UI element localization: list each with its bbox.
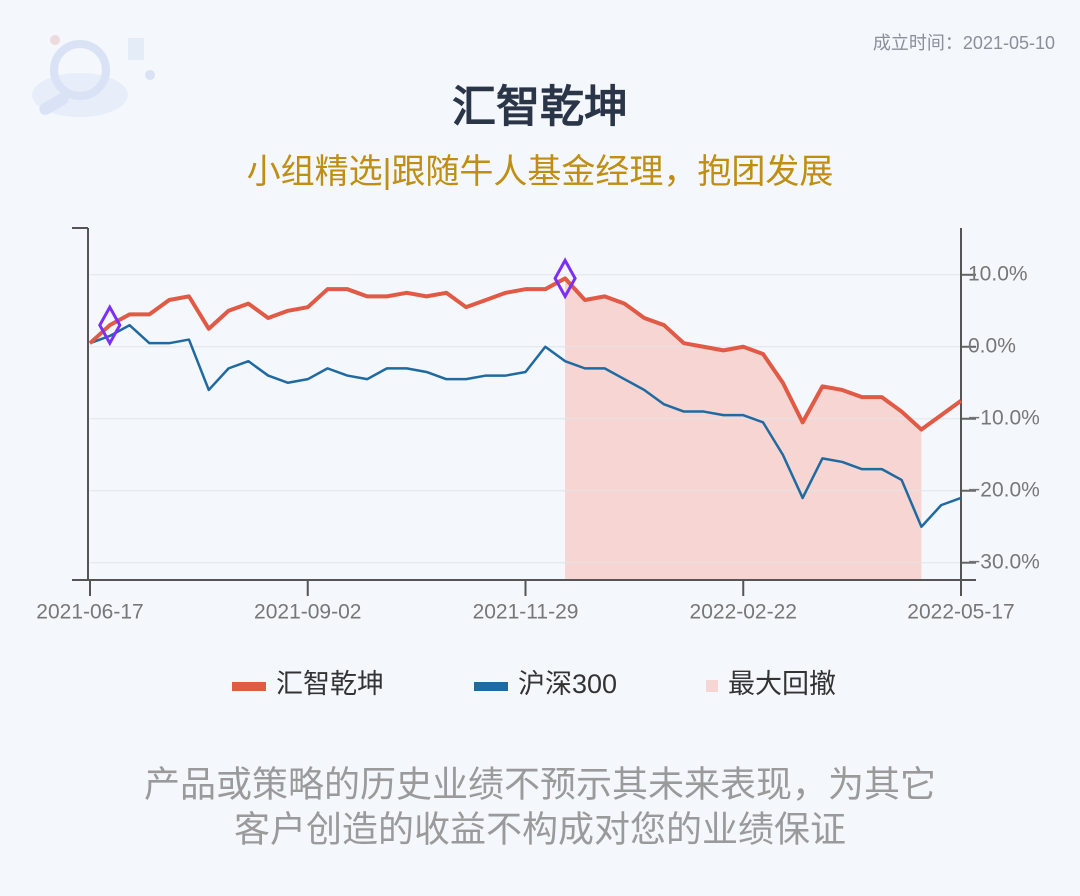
x-tick-label: 2021-06-17 [36, 601, 143, 624]
x-tick-label: 2022-05-17 [907, 601, 1014, 624]
plot: 10.0% 0.0% −10.0% −20.0% −30.0% 2021-06-17 202… [36, 227, 1040, 699]
y-tick-label: 10.0% [968, 262, 1028, 285]
x-tick-label: 2022-02-22 [690, 601, 797, 624]
diamond-marker [98, 304, 122, 347]
y-tick-label: −30.0% [968, 550, 1040, 573]
legend-swatch [232, 682, 266, 691]
title: 汇智乾坤 [452, 83, 628, 132]
x-tick-label: 2021-09-02 [254, 601, 361, 624]
subtitle: 小组精选|跟随牛人基金经理，抱团发展 [247, 153, 834, 191]
diamond-marker [553, 257, 577, 300]
y-tick-label: −20.0% [968, 478, 1040, 501]
x-tick-label: 2021-11-29 [473, 601, 579, 624]
legend-label: 沪深300 [518, 669, 617, 699]
drawdown-area [565, 278, 922, 580]
disclaimer: 产品或策略的历史业绩不预示其未来表现，为其它 [144, 764, 936, 805]
legend-label: 最大回撤 [728, 669, 836, 699]
series-line [89, 323, 962, 528]
decor-icon [32, 35, 155, 117]
series-line [88, 276, 963, 432]
founded-date: 成立时间：2021-05-10 [873, 33, 1055, 53]
disclaimer: 客户创造的收益不构成对您的业绩保证 [234, 809, 846, 850]
legend-swatch [474, 682, 508, 691]
y-tick-label: 0.0% [968, 334, 1016, 357]
y-tick-label: −10.0% [968, 406, 1040, 429]
legend-label: 汇智乾坤 [276, 669, 384, 699]
legend-swatch [706, 680, 718, 692]
